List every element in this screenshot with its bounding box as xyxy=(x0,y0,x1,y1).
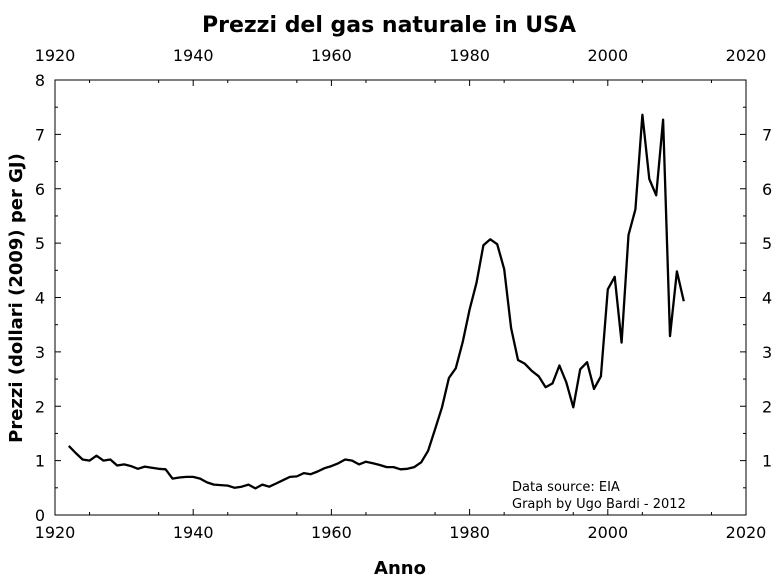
y-tick-label-right: 3 xyxy=(762,343,772,362)
y-tick-label-left: 6 xyxy=(35,180,45,199)
y-tick-label-left: 3 xyxy=(35,343,45,362)
x-tick-label-top: 2020 xyxy=(726,46,767,65)
x-tick-label-bottom: 1980 xyxy=(449,523,490,542)
y-axis-label: Prezzi (dollari (2009) per GJ) xyxy=(6,153,27,443)
y-tick-label-right: 4 xyxy=(762,289,772,308)
x-tick-label-bottom: 2000 xyxy=(587,523,628,542)
y-tick-label-right: 5 xyxy=(762,234,772,253)
annotation-data-source: Data source: EIA xyxy=(512,480,620,495)
x-tick-label-top: 2000 xyxy=(587,46,628,65)
x-tick-label-top: 1920 xyxy=(35,46,76,65)
y-tick-label-left: 7 xyxy=(35,125,45,144)
x-axis-label: Anno xyxy=(374,558,426,579)
series-line xyxy=(67,113,685,490)
x-tick-label-bottom: 1920 xyxy=(35,523,76,542)
y-tick-label-left: 0 xyxy=(35,506,45,525)
y-tick-label-left: 1 xyxy=(35,452,45,471)
axis-ticks xyxy=(54,79,747,516)
y-tick-label-right: 6 xyxy=(762,180,772,199)
x-tick-label-top: 1960 xyxy=(311,46,352,65)
annotation-credit: Graph by Ugo Bardi - 2012 xyxy=(512,497,686,512)
x-tick-label-bottom: 2020 xyxy=(726,523,767,542)
y-tick-label-left: 4 xyxy=(35,289,45,308)
x-tick-label-bottom: 1940 xyxy=(173,523,214,542)
x-tick-label-top: 1980 xyxy=(449,46,490,65)
y-tick-label-right: 2 xyxy=(762,397,772,416)
y-tick-label-right: 1 xyxy=(762,452,772,471)
chart-title: Prezzi del gas naturale in USA xyxy=(202,13,576,38)
y-tick-label-left: 5 xyxy=(35,234,45,253)
y-tick-label-right: 7 xyxy=(762,125,772,144)
y-tick-label-left: 8 xyxy=(35,71,45,90)
y-tick-label-left: 2 xyxy=(35,397,45,416)
x-tick-label-top: 1940 xyxy=(173,46,214,65)
tick-labels: 1920 1920 1940 1940 1960 1960 1980 1980 2000 2000… xyxy=(35,46,773,542)
x-tick-label-bottom: 1960 xyxy=(311,523,352,542)
